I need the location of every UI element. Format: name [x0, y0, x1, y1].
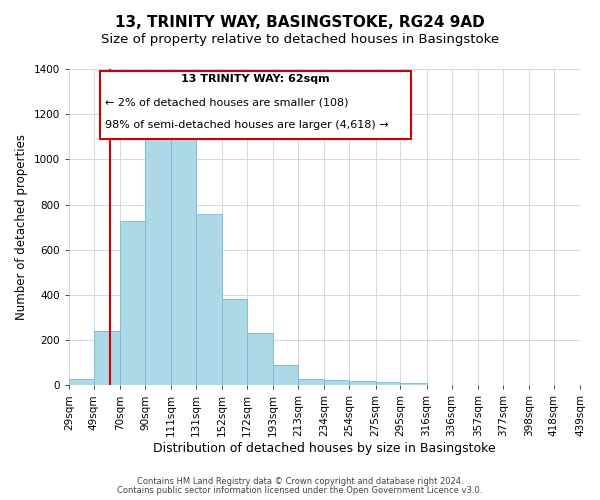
Bar	[400, 383, 427, 386]
Bar	[376, 382, 400, 386]
Bar	[349, 381, 376, 386]
Bar	[298, 378, 325, 386]
Bar	[69, 378, 94, 386]
Bar	[196, 214, 222, 386]
Bar	[145, 137, 171, 386]
Bar	[222, 300, 247, 386]
Text: 98% of semi-detached houses are larger (4,618) →: 98% of semi-detached houses are larger (…	[104, 120, 388, 130]
Text: Size of property relative to detached houses in Basingstoke: Size of property relative to detached ho…	[101, 32, 499, 46]
Bar	[171, 132, 196, 386]
X-axis label: Distribution of detached houses by size in Basingstoke: Distribution of detached houses by size …	[153, 442, 496, 455]
FancyBboxPatch shape	[100, 70, 412, 138]
Text: 13 TRINITY WAY: 62sqm: 13 TRINITY WAY: 62sqm	[181, 74, 330, 84]
Bar	[325, 380, 349, 386]
Text: Contains public sector information licensed under the Open Government Licence v3: Contains public sector information licen…	[118, 486, 482, 495]
Text: ← 2% of detached houses are smaller (108): ← 2% of detached houses are smaller (108…	[104, 98, 348, 108]
Bar	[120, 222, 145, 386]
Y-axis label: Number of detached properties: Number of detached properties	[15, 134, 28, 320]
Bar	[427, 384, 452, 386]
Bar	[94, 331, 120, 386]
Text: Contains HM Land Registry data © Crown copyright and database right 2024.: Contains HM Land Registry data © Crown c…	[137, 477, 463, 486]
Bar	[247, 334, 274, 386]
Bar	[274, 365, 298, 386]
Text: 13, TRINITY WAY, BASINGSTOKE, RG24 9AD: 13, TRINITY WAY, BASINGSTOKE, RG24 9AD	[115, 15, 485, 30]
